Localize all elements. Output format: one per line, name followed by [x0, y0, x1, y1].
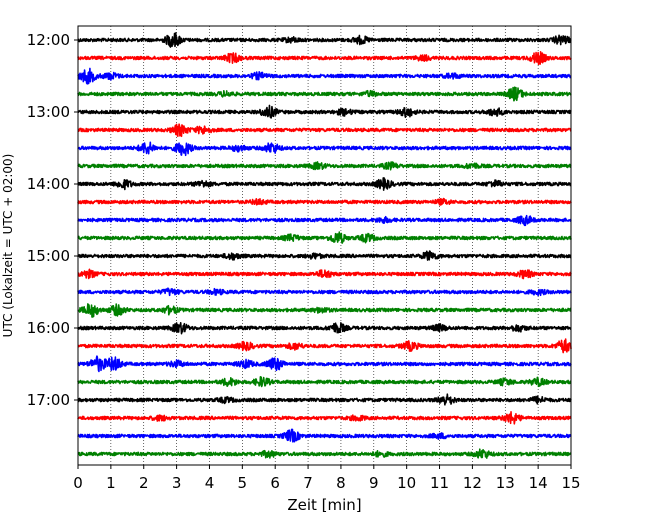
- x-tick-label: 13: [496, 474, 515, 492]
- y-axis-ticks: 12:00 13:00 14:00 15:00 16:00 17:00: [27, 31, 78, 409]
- seismogram-trace: [77, 303, 572, 318]
- x-tick-label: 5: [238, 474, 248, 492]
- seismogram-trace: [77, 197, 572, 206]
- seismogram-trace: [77, 268, 572, 280]
- x-tick-label: 4: [205, 474, 215, 492]
- seismogram-trace: [77, 32, 572, 48]
- x-tick-label: 2: [139, 474, 149, 492]
- x-tick-label: 6: [270, 474, 280, 492]
- seismogram-trace: [77, 410, 572, 425]
- vertical-gridlines: [110, 26, 539, 465]
- x-tick-label: 15: [561, 474, 580, 492]
- x-axis-ticks: 0 1 2 3 4 5 6 7 8 9 10 11 12 13 14 15: [73, 465, 581, 492]
- seismogram-trace: [77, 231, 572, 244]
- x-tick-label: 1: [106, 474, 116, 492]
- seismogram-trace: [77, 321, 572, 335]
- plot-frame: [77, 25, 572, 466]
- seismogram-trace: [77, 214, 572, 227]
- x-tick-label: 12: [463, 474, 482, 492]
- seismogram-trace: [77, 161, 572, 171]
- y-tick-label: 14:00: [27, 175, 70, 193]
- seismogram-traces: [77, 32, 572, 459]
- x-axis-label: Zeit [min]: [287, 496, 361, 514]
- seismogram-trace: [77, 355, 572, 373]
- seismogram-trace: [77, 250, 572, 261]
- seismogram-trace: [77, 448, 572, 459]
- y-tick-label: 17:00: [27, 391, 70, 409]
- x-tick-label: 14: [529, 474, 548, 492]
- seismogram-trace: [77, 86, 572, 102]
- x-tick-label: 3: [172, 474, 182, 492]
- seismogram-trace: [77, 338, 572, 354]
- x-tick-label: 8: [336, 474, 346, 492]
- y-tick-label: 13:00: [27, 103, 70, 121]
- y-axis-label: UTC (Lokalzeit = UTC + 02:00): [1, 154, 15, 338]
- plot-area: [78, 26, 571, 465]
- seismogram-trace: [77, 51, 572, 66]
- seismogram-trace: [77, 67, 572, 85]
- seismogram-trace: [77, 393, 572, 406]
- y-tick-label: 16:00: [27, 319, 70, 337]
- seismogram-trace: [77, 104, 572, 119]
- x-tick-label: 9: [369, 474, 379, 492]
- seismogram-trace: [77, 177, 572, 191]
- seismogram-trace: [77, 123, 572, 138]
- y-tick-label: 12:00: [27, 31, 70, 49]
- x-tick-label: 10: [397, 474, 416, 492]
- x-tick-label: 7: [303, 474, 313, 492]
- seismogram-trace: [77, 376, 572, 388]
- seismogram-trace: [77, 141, 572, 157]
- x-tick-label: 0: [73, 474, 83, 492]
- x-tick-label: 11: [430, 474, 449, 492]
- y-tick-label: 15:00: [27, 247, 70, 265]
- seismogram-trace: [77, 287, 572, 297]
- seismogram-trace: [77, 428, 572, 443]
